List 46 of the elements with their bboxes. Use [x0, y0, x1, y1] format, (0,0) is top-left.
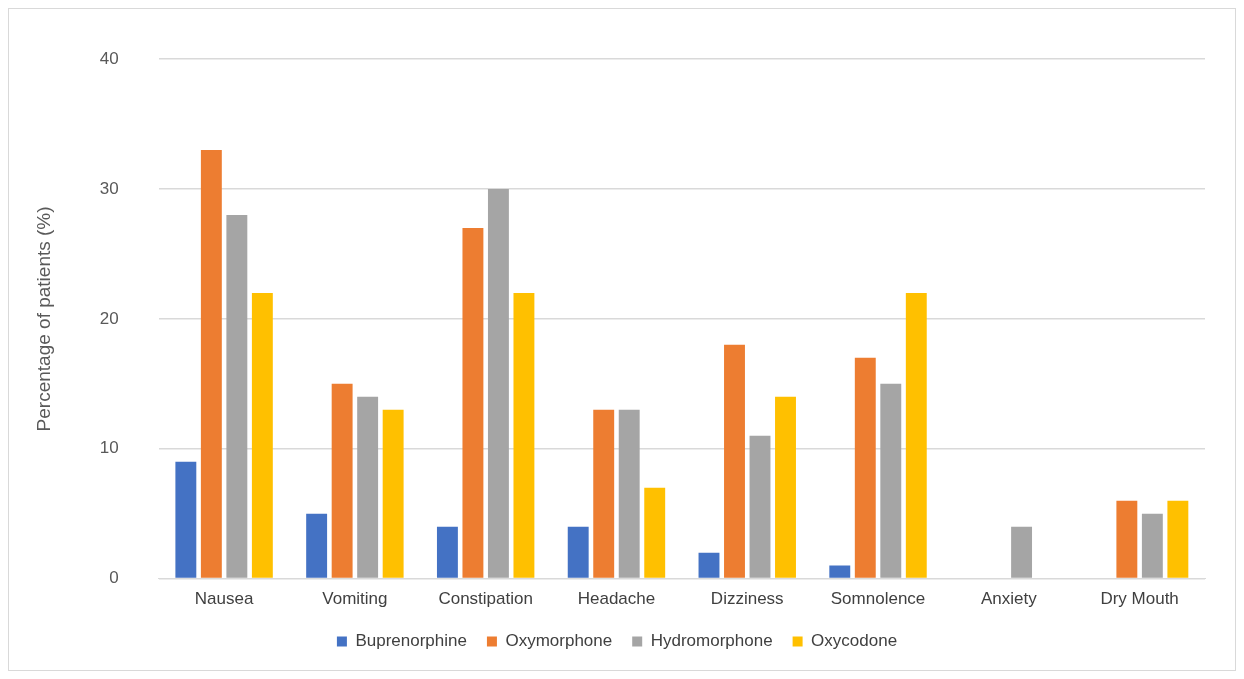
y-axis-title: Percentage of patients (%) — [32, 206, 54, 432]
bar — [749, 435, 771, 578]
bar — [618, 409, 640, 578]
bar — [1167, 500, 1189, 578]
x-tick-label: Vomiting — [322, 589, 388, 609]
bar — [226, 215, 248, 578]
legend-label: Hydromorphone — [650, 631, 773, 651]
bar — [331, 383, 353, 578]
x-tick-label: Constipation — [438, 589, 533, 609]
bar — [251, 292, 273, 578]
legend-label: Buprenorphine — [355, 631, 467, 651]
bar — [1116, 500, 1138, 578]
bar — [567, 526, 589, 578]
bar — [698, 552, 720, 578]
bar — [462, 228, 484, 578]
bar — [829, 565, 851, 578]
bar — [175, 461, 197, 578]
bar — [436, 526, 458, 578]
bar — [644, 487, 666, 578]
bar — [382, 409, 404, 578]
x-tick-label: Nausea — [194, 589, 254, 609]
x-tick-label: Anxiety — [980, 589, 1038, 609]
y-tick-label: 0 — [109, 568, 119, 588]
bar — [1141, 513, 1163, 578]
bar — [306, 513, 328, 578]
bar — [487, 189, 509, 578]
legend-label: Oxycodone — [811, 631, 898, 651]
bar — [880, 383, 902, 578]
y-tick-label: 30 — [99, 178, 119, 198]
bar — [775, 396, 796, 578]
y-tick-label: 20 — [99, 308, 119, 328]
bar — [1011, 526, 1033, 578]
bar — [593, 409, 615, 578]
x-tick-label: Headache — [577, 589, 656, 609]
bar — [357, 396, 379, 578]
legend-label: Oxymorphone — [505, 631, 613, 651]
bar — [854, 357, 876, 578]
y-tick-label: 40 — [99, 48, 119, 68]
x-tick-label: Dry Mouth — [1100, 589, 1179, 609]
bar — [513, 292, 535, 578]
y-tick-label: 10 — [99, 438, 119, 458]
bar — [905, 292, 927, 578]
x-tick-label: Dizziness — [710, 589, 784, 609]
bar — [724, 344, 745, 578]
bar — [200, 150, 222, 578]
x-tick-label: Somnolence — [830, 589, 926, 609]
